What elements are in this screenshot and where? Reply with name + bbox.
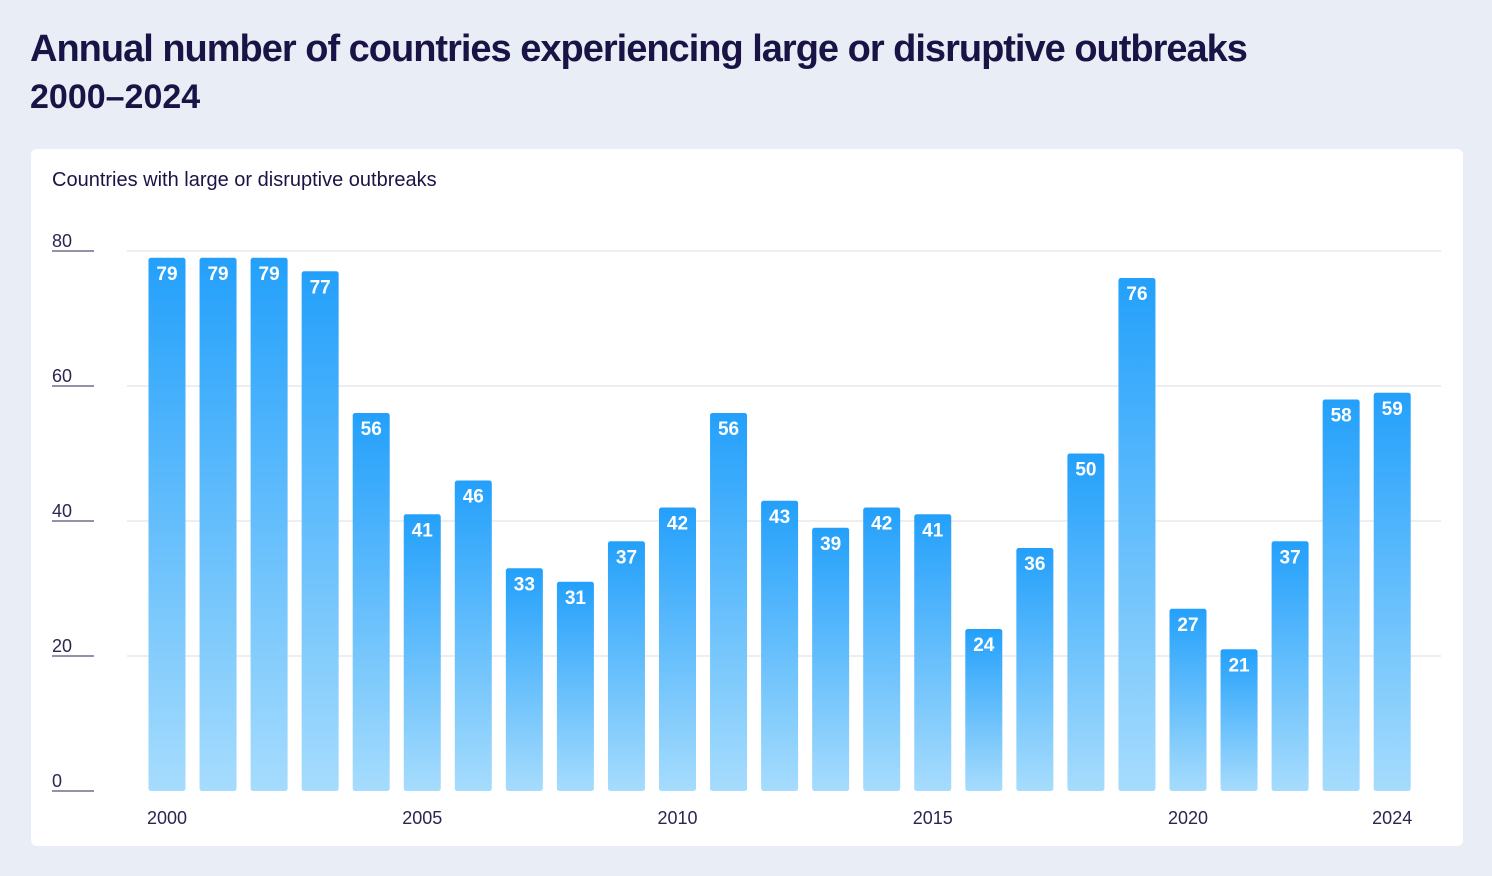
x-tick-label-2020: 2020 <box>1168 808 1208 828</box>
chart-title: Annual number of countries experiencing … <box>30 28 1248 70</box>
bar-value-label-2010: 42 <box>667 514 688 535</box>
y-tick-label: 0 <box>52 771 62 791</box>
y-tick-label: 80 <box>52 231 72 251</box>
bar-value-label-2001: 79 <box>207 264 228 285</box>
bar-value-label-2023: 58 <box>1331 406 1352 427</box>
bar-2024 <box>1373 392 1411 791</box>
bar-2017 <box>1016 548 1054 791</box>
bar-value-label-2018: 50 <box>1075 460 1096 481</box>
bar-value-label-2022: 37 <box>1280 547 1301 568</box>
bar-value-label-2008: 31 <box>565 588 587 609</box>
bar-2008 <box>556 581 594 791</box>
bar-value-label-2012: 43 <box>769 507 790 528</box>
bar-2022 <box>1271 541 1309 791</box>
bar-value-label-2014: 42 <box>871 514 892 535</box>
y-tick-label: 40 <box>52 501 72 521</box>
y-axis-label: Countries with large or disruptive outbr… <box>52 169 437 191</box>
bar-2003 <box>301 271 339 791</box>
bar-2010 <box>659 507 696 791</box>
bar-2005 <box>403 514 441 791</box>
bar-2004 <box>352 413 390 791</box>
bar-2021 <box>1220 649 1258 791</box>
bar-2009 <box>607 541 645 791</box>
x-tick-label-2005: 2005 <box>402 808 442 828</box>
x-tick-label-2024: 2024 <box>1372 808 1412 828</box>
bar-value-label-2011: 56 <box>718 419 739 440</box>
bar-value-label-2016: 24 <box>973 635 995 656</box>
bar-chart: 0 20 40 60 80 79 79 79 77 56 41 46 33 31 37 42 56 43 39 42… <box>52 231 1441 828</box>
chart-card: Countries with large or disruptive outbr… <box>31 149 1463 846</box>
bar-2018 <box>1067 453 1105 791</box>
bar-2016 <box>965 629 1003 791</box>
x-axis-ticks: 2000 2005 2010 2015 2020 2024 <box>147 808 1412 828</box>
bar-value-label-2003: 77 <box>310 277 331 298</box>
bar-value-label-2006: 46 <box>463 487 484 508</box>
bar-2015 <box>914 514 952 791</box>
x-tick-label-2000: 2000 <box>147 808 187 828</box>
bar-value-label-2020: 27 <box>1177 615 1198 636</box>
bars: 79 79 79 77 56 41 46 33 31 37 42 56 43 39 42 41 24 36 50 76… <box>148 257 1411 791</box>
bar-2007 <box>505 568 543 791</box>
bar-value-label-2017: 36 <box>1024 554 1045 575</box>
bar-value-label-2019: 76 <box>1126 284 1147 305</box>
bar-2011 <box>710 413 748 791</box>
bar-2014 <box>863 507 901 791</box>
gridlines: 0 20 40 60 80 <box>52 231 1441 792</box>
bar-value-label-2000: 79 <box>156 264 177 285</box>
bar-2002 <box>250 257 288 791</box>
y-tick-label: 20 <box>52 636 72 656</box>
bar-2020 <box>1169 608 1207 791</box>
bar-value-label-2015: 41 <box>922 520 944 541</box>
bar-value-label-2002: 79 <box>259 264 280 285</box>
bar-2019 <box>1118 278 1156 791</box>
bar-2013 <box>812 527 850 791</box>
bar-value-label-2024: 59 <box>1382 399 1403 420</box>
bar-value-label-2009: 37 <box>616 547 637 568</box>
bar-value-label-2021: 21 <box>1228 655 1250 676</box>
bar-2023 <box>1322 399 1360 791</box>
bar-2001 <box>199 257 237 791</box>
bar-value-label-2013: 39 <box>820 534 841 555</box>
bar-2012 <box>761 500 799 791</box>
x-tick-label-2015: 2015 <box>913 808 953 828</box>
bar-value-label-2005: 41 <box>412 520 434 541</box>
bar-2006 <box>454 480 492 791</box>
bar-2000 <box>148 257 186 791</box>
x-tick-label-2010: 2010 <box>657 808 697 828</box>
bar-value-label-2007: 33 <box>514 574 535 595</box>
y-tick-label: 60 <box>52 366 72 386</box>
chart-subtitle: 2000–2024 <box>30 78 201 116</box>
bar-value-label-2004: 56 <box>361 419 382 440</box>
